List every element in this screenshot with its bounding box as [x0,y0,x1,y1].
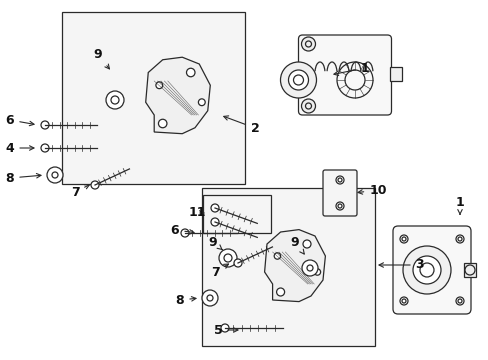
Circle shape [303,240,310,248]
Circle shape [210,204,219,212]
Bar [62,12,244,184]
Circle shape [412,256,440,284]
Circle shape [41,144,49,152]
Text: 7: 7 [70,185,89,198]
Circle shape [206,295,213,301]
Circle shape [288,70,308,90]
Circle shape [234,259,242,267]
Circle shape [335,176,343,184]
Bar [202,188,374,346]
Bar [203,195,270,233]
Text: 6: 6 [6,113,34,126]
Circle shape [302,260,317,276]
Text: 7: 7 [210,264,228,279]
Circle shape [111,96,119,104]
Circle shape [156,82,163,89]
Circle shape [276,288,284,296]
Circle shape [280,62,316,98]
Circle shape [399,235,407,243]
Text: 5: 5 [213,324,238,337]
Text: 1: 1 [455,195,464,214]
Circle shape [91,181,99,189]
Text: 10: 10 [357,184,386,197]
Text: 6: 6 [170,224,194,237]
Text: 3: 3 [378,258,424,271]
Text: 4: 4 [6,141,34,154]
Circle shape [181,229,189,237]
Circle shape [186,68,195,77]
Text: 1: 1 [333,62,368,76]
Bar [389,67,401,81]
Text: 9: 9 [208,235,222,250]
Circle shape [455,297,463,305]
Circle shape [219,249,237,267]
Circle shape [224,254,231,262]
Circle shape [314,269,320,275]
Circle shape [335,202,343,210]
Text: 8: 8 [175,293,196,306]
Circle shape [464,265,474,275]
Circle shape [210,218,219,226]
Bar [463,263,475,277]
Circle shape [47,167,63,183]
Circle shape [221,324,228,332]
FancyBboxPatch shape [323,170,356,216]
Circle shape [455,235,463,243]
Text: 9: 9 [290,235,304,254]
Circle shape [301,37,315,51]
Circle shape [158,119,166,128]
Circle shape [202,290,218,306]
Text: 11: 11 [188,207,205,220]
Circle shape [306,265,312,271]
Text: 9: 9 [94,49,109,69]
Polygon shape [264,230,325,302]
Circle shape [52,172,58,178]
Circle shape [301,99,315,113]
Text: 2: 2 [224,116,259,135]
Circle shape [399,297,407,305]
Circle shape [274,253,280,259]
FancyBboxPatch shape [392,226,470,314]
Circle shape [106,91,124,109]
FancyBboxPatch shape [298,35,391,115]
Circle shape [41,121,49,129]
Circle shape [198,99,205,105]
Circle shape [402,246,450,294]
Polygon shape [145,57,210,134]
Text: 8: 8 [6,171,41,184]
